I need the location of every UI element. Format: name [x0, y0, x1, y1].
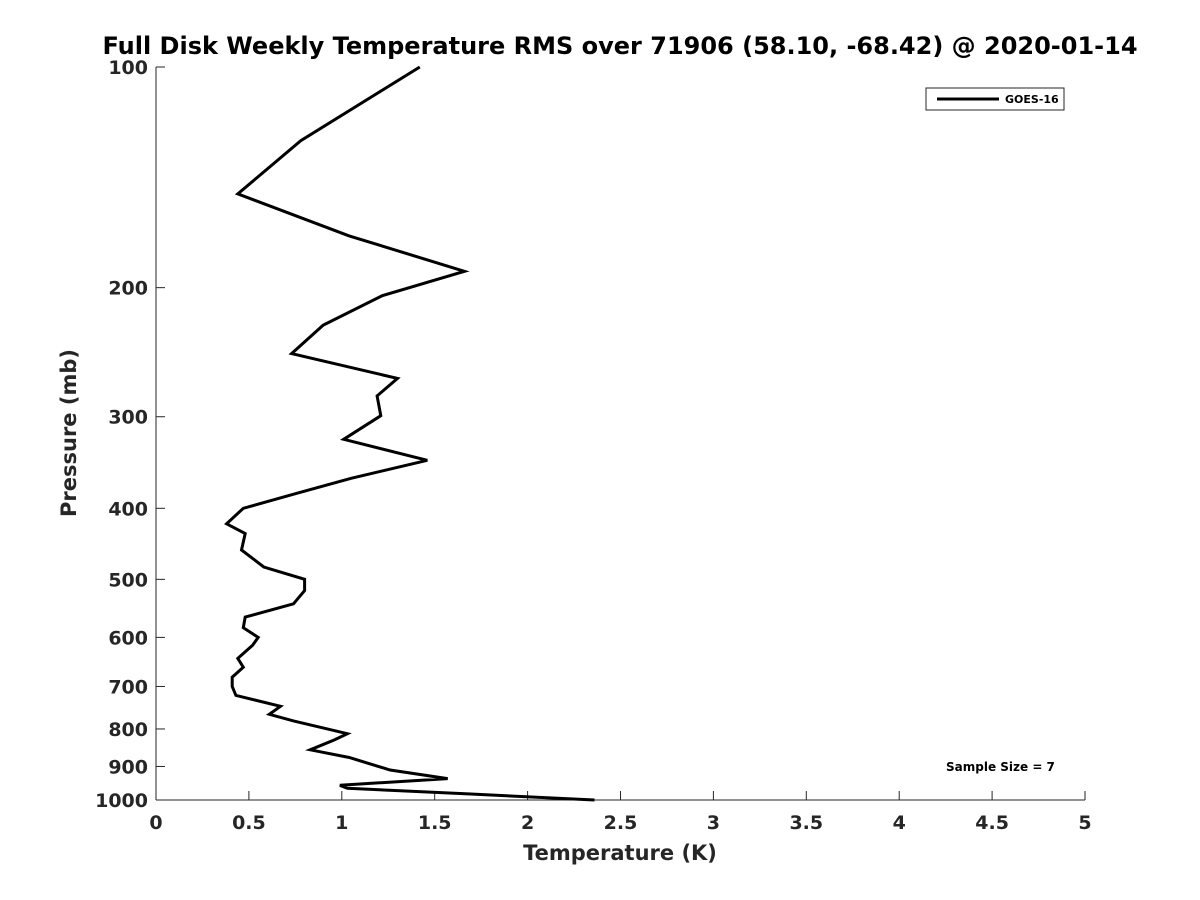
- sample-size-annotation: Sample Size = 7: [946, 760, 1055, 774]
- y-tick-label: 500: [108, 569, 148, 591]
- y-tick-label: 600: [108, 627, 148, 649]
- x-tick-label: 0: [149, 812, 162, 834]
- y-axis-label: Pressure (mb): [57, 349, 81, 517]
- y-tick-label: 1000: [95, 790, 148, 812]
- chart-title: Full Disk Weekly Temperature RMS over 71…: [102, 32, 1137, 60]
- x-axis-ticks: 0 0.5 1 1.5 2 2.5 3 3.5 4 4.5 5: [149, 791, 1092, 834]
- x-tick-label: 5: [1078, 812, 1091, 834]
- x-tick-label: 2: [521, 812, 534, 834]
- x-tick-label: 0.5: [232, 812, 266, 834]
- x-tick-label: 1.5: [418, 812, 452, 834]
- legend: GOES-16: [925, 87, 1065, 111]
- x-axis-label: Temperature (K): [523, 841, 717, 865]
- y-tick-label: 700: [108, 676, 148, 698]
- y-tick-label: 300: [108, 407, 148, 429]
- y-tick-label: 900: [108, 756, 148, 778]
- x-tick-label: 2.5: [604, 812, 638, 834]
- y-tick-label: 100: [108, 57, 148, 79]
- y-tick-label: 800: [108, 719, 148, 741]
- series-layer: [224, 65, 595, 802]
- x-tick-label: 4.5: [975, 812, 1009, 834]
- x-tick-label: 3.5: [789, 812, 823, 834]
- y-axis-ticks: 100 200 300 400 500 600 700 800 900 1000: [95, 57, 165, 812]
- y-tick-label: 400: [108, 498, 148, 520]
- x-tick-label: 3: [707, 812, 720, 834]
- x-tick-label: 1: [335, 812, 348, 834]
- x-tick-label: 4: [893, 812, 906, 834]
- series-line-goes-16: [224, 65, 595, 802]
- legend-label-goes-16: GOES-16: [1005, 93, 1059, 106]
- y-tick-label: 200: [108, 278, 148, 300]
